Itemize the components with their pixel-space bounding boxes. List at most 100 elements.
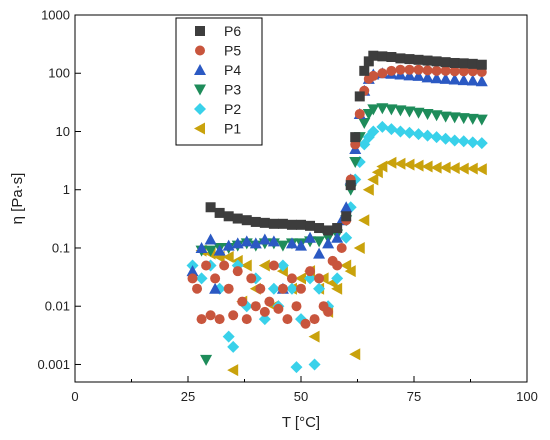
data-point-p3 [439, 111, 452, 123]
data-point-p5 [196, 314, 207, 325]
data-point-p2 [267, 282, 280, 295]
data-point-p5 [282, 314, 293, 325]
data-point-p2 [258, 313, 271, 326]
x-axis: 0 25 50 75 100 [71, 376, 538, 404]
data-point-p1 [394, 157, 406, 170]
data-point-p6 [467, 58, 478, 69]
data-point-p4 [204, 233, 217, 245]
legend-marker-p3 [194, 84, 206, 96]
legend-label-p2: P2 [224, 101, 241, 117]
y-tick-label: 0.01 [45, 299, 70, 314]
data-point-p4 [448, 73, 461, 85]
data-point-p6 [422, 55, 433, 66]
data-point-p6 [395, 53, 406, 64]
data-point-p6 [268, 218, 279, 229]
series-p3 [195, 103, 488, 366]
data-point-p4 [421, 71, 434, 83]
data-point-p1 [430, 161, 442, 174]
data-point-p6 [449, 57, 460, 68]
data-point-p1 [457, 162, 469, 175]
data-point-p2 [276, 259, 289, 272]
data-point-p3 [376, 103, 389, 115]
data-point-p5 [237, 296, 248, 307]
data-point-p3 [204, 245, 217, 257]
data-point-p4 [304, 231, 317, 243]
data-point-p1 [222, 250, 234, 263]
data-point-p5 [386, 65, 397, 76]
data-point-p3 [448, 112, 461, 124]
data-point-p4 [457, 74, 470, 86]
data-point-p2 [430, 131, 443, 144]
data-point-p5 [377, 68, 388, 79]
x-tick-label: 50 [294, 389, 308, 404]
data-point-p2 [394, 125, 407, 138]
data-point-p4 [430, 72, 443, 84]
data-point-p5 [228, 310, 239, 321]
data-point-p5 [264, 296, 275, 307]
y-tick-label: 0.1 [52, 240, 70, 255]
data-point-p1 [439, 161, 451, 174]
data-point-p3 [200, 354, 213, 366]
data-point-p5 [273, 303, 284, 314]
data-point-p6 [250, 216, 261, 227]
data-point-p3 [403, 106, 416, 118]
data-point-p5 [305, 266, 316, 277]
data-point-p2 [376, 120, 389, 133]
data-point-p5 [241, 314, 252, 325]
data-point-p5 [323, 306, 334, 317]
data-point-p1 [403, 158, 415, 171]
data-point-p3 [313, 236, 326, 248]
data-point-p5 [336, 242, 347, 253]
data-point-p5 [187, 273, 198, 284]
data-point-p6 [368, 50, 379, 61]
data-point-p1 [240, 259, 252, 272]
data-point-p2 [222, 330, 235, 343]
data-point-p2 [331, 272, 344, 285]
data-point-p5 [286, 273, 297, 284]
data-point-p6 [214, 207, 225, 218]
data-point-p5 [300, 318, 311, 329]
data-point-p6 [458, 58, 469, 69]
data-point-p4 [475, 75, 488, 87]
data-point-p4 [195, 241, 208, 253]
data-point-p6 [363, 56, 374, 67]
legend-marker-p6 [195, 26, 205, 36]
data-point-p4 [209, 282, 222, 294]
data-point-p5 [205, 310, 216, 321]
data-point-p5 [449, 66, 460, 77]
data-point-p6 [476, 59, 487, 70]
data-point-p5 [296, 283, 306, 294]
data-point-p6 [223, 211, 234, 222]
data-point-p5 [332, 260, 343, 271]
data-point-p4 [222, 239, 235, 251]
data-point-p2 [227, 340, 240, 353]
data-point-p6 [296, 219, 306, 230]
data-point-p4 [412, 69, 425, 81]
y-tick-label: 1 [63, 182, 70, 197]
data-point-p4 [466, 74, 479, 86]
data-point-p6 [332, 223, 343, 234]
data-point-p5 [314, 273, 325, 284]
legend-marker-p1 [194, 122, 205, 135]
data-point-p6 [205, 202, 216, 213]
data-point-p4 [267, 235, 280, 247]
data-point-p1 [308, 330, 320, 343]
data-point-p1 [475, 163, 487, 176]
data-point-p5 [277, 283, 288, 294]
data-point-p1 [295, 272, 306, 285]
data-point-p3 [349, 156, 362, 168]
y-tick-label: 10 [56, 124, 70, 139]
data-point-p1 [227, 364, 239, 377]
data-point-p6 [377, 51, 388, 62]
data-point-p2 [457, 135, 470, 148]
legend: P6 P5 P4 P3 P2 P1 [175, 17, 263, 146]
series-p6 [205, 50, 487, 236]
data-point-p6 [413, 54, 424, 65]
data-point-p4 [240, 235, 253, 247]
data-point-p3 [358, 117, 371, 129]
legend-label-p6: P6 [224, 23, 241, 39]
data-point-p6 [431, 56, 442, 67]
data-point-p3 [394, 105, 407, 117]
data-point-p5 [368, 70, 379, 81]
